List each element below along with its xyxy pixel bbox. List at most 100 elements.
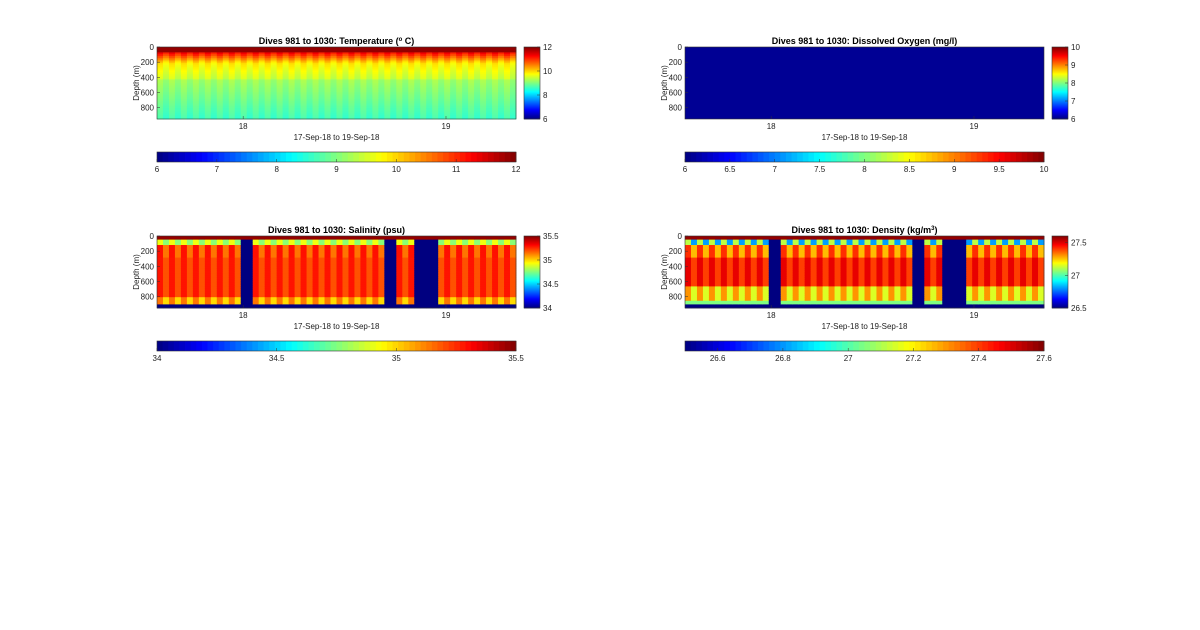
heatmap-cell — [450, 257, 457, 260]
heatmap-cell — [252, 243, 260, 246]
heatmap-cell — [378, 84, 385, 87]
heatmap-cell — [162, 90, 170, 93]
heatmap-cell — [216, 106, 224, 109]
heatmap-cell — [210, 74, 218, 77]
heatmap-cell — [438, 254, 445, 257]
heatmap-cell — [498, 63, 505, 66]
heatmap-cell — [444, 52, 451, 55]
heatmap-cell — [498, 50, 505, 53]
heatmap-cell — [432, 110, 439, 113]
heatmap-cell — [288, 75, 296, 78]
heatmap-cell — [216, 108, 224, 111]
heatmap-cell — [210, 90, 218, 93]
heatmap-cell — [372, 83, 379, 86]
heatmap-cell — [408, 237, 415, 240]
heatmap-cell — [480, 277, 487, 280]
heatmap-cell — [228, 246, 236, 249]
heatmap-cell — [342, 297, 349, 300]
heatmap-cell — [414, 288, 421, 291]
heatmap-cell — [414, 63, 421, 66]
heatmap-cell — [450, 90, 457, 93]
heatmap-cell — [426, 275, 433, 278]
heatmap-cell — [444, 290, 451, 293]
heatmap-cell — [294, 90, 301, 93]
heatmap-cell — [192, 77, 200, 80]
heatmap-cell — [426, 304, 433, 307]
heatmap-cell — [444, 284, 451, 287]
heatmap-cell — [366, 297, 373, 300]
heatmap-cell — [240, 297, 248, 300]
hbar-segment — [830, 152, 837, 162]
heatmap-cell — [264, 284, 272, 287]
heatmap-cell — [252, 245, 260, 248]
heatmap-cell — [384, 236, 391, 239]
heatmap-cell — [342, 239, 349, 242]
heatmap-cell — [462, 83, 469, 86]
heatmap-cell — [396, 90, 403, 93]
heatmap-cell — [222, 281, 230, 284]
heatmap-cell — [192, 252, 200, 255]
heatmap-cell — [204, 99, 212, 102]
heatmap-cell — [288, 101, 296, 104]
heatmap-cell — [198, 88, 206, 91]
colorbar-segment — [1052, 47, 1068, 49]
heatmap-cell — [462, 50, 469, 53]
heatmap-cell — [264, 246, 272, 249]
x-tick-label: 18 — [767, 122, 776, 131]
heatmap-cell — [420, 81, 427, 84]
heatmap-cell — [342, 70, 349, 73]
heatmap-cell — [510, 74, 517, 77]
heatmap-cell — [342, 65, 349, 68]
heatmap-cell — [300, 257, 307, 260]
heatmap-cell — [180, 236, 188, 239]
heatmap-cell — [157, 81, 164, 84]
heatmap-cell — [174, 101, 182, 104]
heatmap-cell — [396, 66, 403, 69]
heatmap-cell — [372, 110, 379, 113]
heatmap-cell — [426, 248, 433, 251]
heatmap-cell — [360, 79, 367, 82]
heatmap-cell — [360, 241, 367, 244]
heatmap-cell — [378, 248, 385, 251]
heatmap-cell — [210, 239, 218, 242]
heatmap-cell — [246, 99, 254, 102]
heatmap-cell — [468, 255, 475, 258]
heatmap-cell — [486, 275, 493, 278]
heatmap-cell — [210, 83, 218, 86]
heatmap-cell — [204, 275, 212, 278]
heatmap-cell — [180, 288, 188, 291]
heatmap-cell — [474, 52, 481, 55]
heatmap-cell — [504, 84, 511, 87]
heatmap-cell — [420, 79, 427, 82]
heatmap-cell — [390, 266, 397, 269]
heatmap-cell — [264, 272, 272, 275]
heatmap-cell — [276, 52, 284, 55]
heatmap-cell — [240, 72, 248, 75]
heatmap-cell — [432, 83, 439, 86]
heatmap-cell — [198, 261, 206, 264]
heatmap-cell — [456, 255, 463, 258]
heatmap-cell — [456, 99, 463, 102]
heatmap-cell — [270, 286, 278, 289]
heatmap-cell — [360, 293, 367, 296]
heatmap-cell — [396, 111, 403, 114]
heatmap-cell — [157, 266, 164, 269]
heatmap-cell — [456, 108, 463, 111]
heatmap-cell — [444, 106, 451, 109]
heatmap-cell — [324, 281, 331, 284]
heatmap-cell — [157, 248, 164, 251]
heatmap-cell — [438, 239, 445, 242]
heatmap-cell — [174, 84, 182, 87]
heatmap-cell — [240, 75, 248, 78]
heatmap-cell — [264, 282, 272, 285]
hbar-tick-label: 6.5 — [724, 165, 736, 174]
heatmap-cell — [372, 74, 379, 77]
heatmap-cell — [264, 115, 272, 118]
heatmap-cell — [234, 275, 242, 278]
hbar-segment — [342, 152, 349, 162]
heatmap-cell — [192, 254, 200, 257]
heatmap-cell — [366, 50, 373, 53]
heatmap-cell — [474, 95, 481, 98]
heatmap-cell — [366, 275, 373, 278]
heatmap-cell — [324, 297, 331, 300]
